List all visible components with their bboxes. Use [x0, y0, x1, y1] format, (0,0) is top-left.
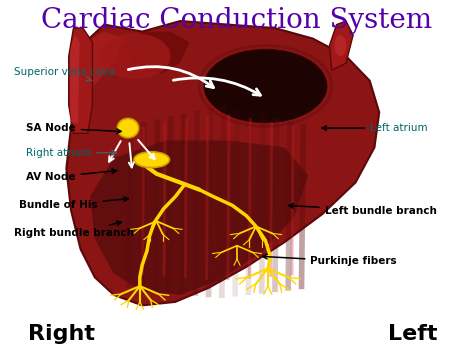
- Polygon shape: [227, 114, 230, 280]
- Text: Left atrium: Left atrium: [322, 123, 428, 133]
- Text: Left bundle branch: Left bundle branch: [289, 204, 437, 216]
- Text: AV Node: AV Node: [26, 169, 117, 182]
- Ellipse shape: [204, 49, 327, 123]
- Polygon shape: [272, 118, 280, 292]
- Polygon shape: [153, 119, 160, 291]
- Polygon shape: [90, 140, 308, 295]
- Text: SA Node: SA Node: [26, 123, 121, 133]
- Polygon shape: [126, 125, 134, 289]
- Polygon shape: [269, 122, 273, 277]
- Text: Purkinje fibers: Purkinje fibers: [263, 254, 397, 266]
- Ellipse shape: [117, 119, 138, 138]
- Polygon shape: [69, 28, 92, 133]
- Ellipse shape: [134, 152, 170, 167]
- Polygon shape: [206, 108, 213, 297]
- Text: Right atrium: Right atrium: [26, 148, 117, 158]
- Polygon shape: [192, 111, 200, 296]
- Polygon shape: [76, 32, 123, 105]
- Polygon shape: [291, 126, 294, 275]
- Polygon shape: [163, 122, 166, 277]
- Polygon shape: [66, 21, 379, 305]
- Polygon shape: [139, 122, 147, 290]
- Polygon shape: [232, 109, 240, 297]
- Polygon shape: [179, 113, 187, 294]
- Polygon shape: [184, 118, 188, 278]
- Text: Cardiac Conduction System: Cardiac Conduction System: [41, 7, 433, 34]
- Text: Right bundle branch: Right bundle branch: [14, 221, 134, 238]
- Text: Superior vena cava: Superior vena cava: [14, 67, 115, 81]
- Text: Left: Left: [388, 324, 437, 344]
- Polygon shape: [205, 114, 209, 280]
- Ellipse shape: [100, 33, 171, 79]
- Polygon shape: [166, 117, 173, 293]
- Polygon shape: [299, 124, 306, 289]
- Polygon shape: [285, 121, 293, 291]
- Polygon shape: [219, 106, 227, 298]
- Polygon shape: [259, 115, 266, 293]
- Polygon shape: [141, 126, 145, 275]
- Text: Bundle of His: Bundle of His: [19, 197, 128, 210]
- Polygon shape: [329, 21, 353, 70]
- Polygon shape: [70, 35, 80, 123]
- Polygon shape: [123, 32, 190, 74]
- Polygon shape: [246, 112, 253, 295]
- Ellipse shape: [334, 35, 346, 56]
- Polygon shape: [248, 118, 252, 279]
- Text: Right: Right: [28, 324, 95, 344]
